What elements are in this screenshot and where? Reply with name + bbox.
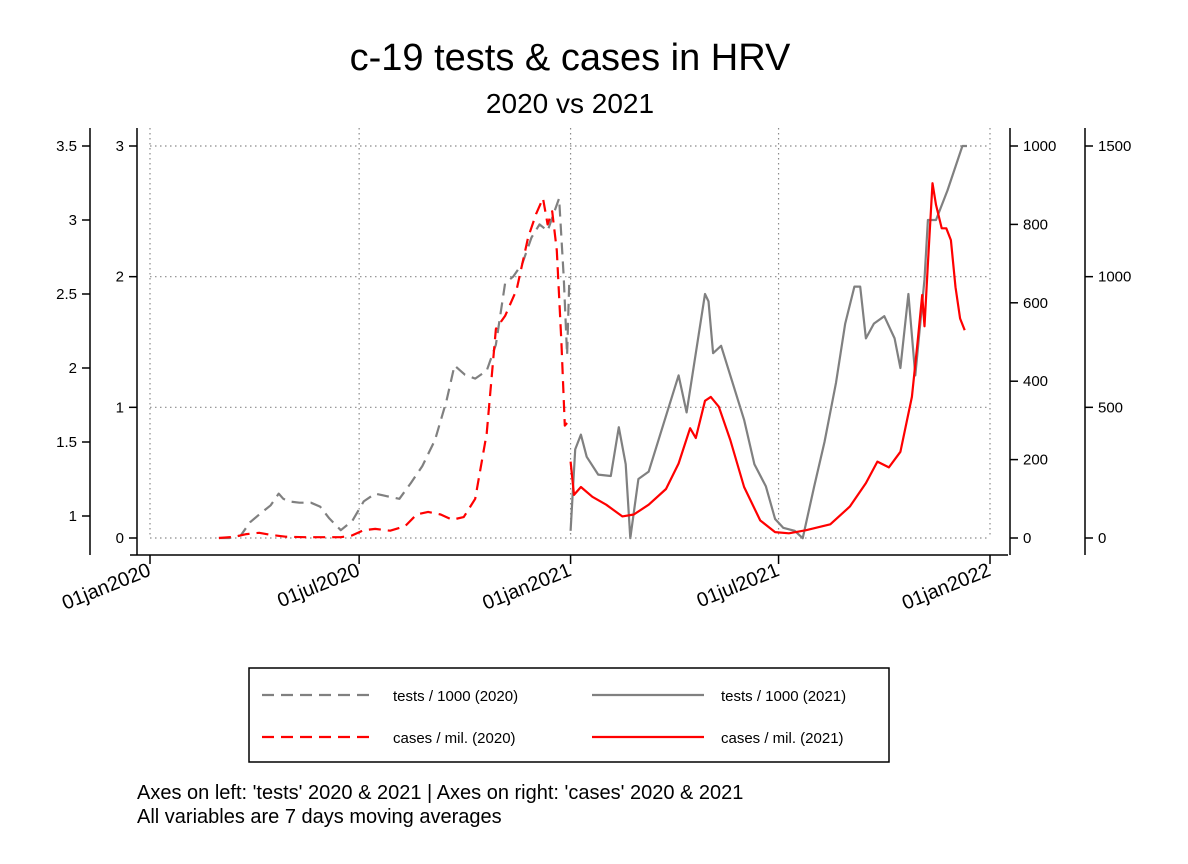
x-axis-tick-label: 01jan2021 xyxy=(480,559,575,614)
series-line-4 xyxy=(569,182,966,535)
x-axis-tick-label: 01jan2022 xyxy=(899,559,994,614)
x-axis-tick-label: 01jan2020 xyxy=(59,559,154,614)
series-line-2 xyxy=(569,144,967,540)
axis-tick-label-l1: 1 xyxy=(69,508,77,525)
legend-box xyxy=(248,667,890,763)
legend-label-cases-2020: cases / mil. (2020) xyxy=(393,730,516,747)
axes: 1 1.5 2 2.5 3 3.5 0 1 2 3 0 200 400 600 800 1000 0 500 100… xyxy=(56,128,1131,615)
series-line-1 xyxy=(218,197,571,540)
axis-tick-label-l1: 2.5 xyxy=(56,286,77,303)
axis-tick-label-r2: 0 xyxy=(1098,530,1106,547)
axis-tick-label-r1: 1000 xyxy=(1023,138,1056,155)
legend-label-tests-2021: tests / 1000 (2021) xyxy=(721,688,846,705)
series-layer xyxy=(218,144,967,540)
series-line-3 xyxy=(218,197,568,540)
axis-tick-label-l1: 3 xyxy=(69,212,77,229)
axis-tick-label-r1: 400 xyxy=(1023,373,1048,390)
axis-tick-label-l1: 1.5 xyxy=(56,434,77,451)
axis-tick-label-r1: 200 xyxy=(1023,452,1048,469)
axis-tick-label-r2: 500 xyxy=(1098,399,1123,416)
axis-tick-label-l2: 2 xyxy=(116,269,124,286)
note-axes: Axes on left: 'tests' 2020 & 2021 | Axes… xyxy=(137,782,743,804)
note-moving-average: All variables are 7 days moving averages xyxy=(137,806,502,828)
axis-tick-label-l2: 0 xyxy=(116,530,124,547)
axis-tick-label-l1: 2 xyxy=(69,360,77,377)
chart-title: c-19 tests & cases in HRV xyxy=(350,37,791,79)
axis-tick-label-r1: 800 xyxy=(1023,216,1048,233)
x-axis-tick-label: 01jul2020 xyxy=(274,559,363,612)
axis-tick-label-l2: 1 xyxy=(116,399,124,416)
axis-tick-label-l1: 3.5 xyxy=(56,138,77,155)
axis-tick-label-r1: 600 xyxy=(1023,295,1048,312)
axis-tick-label-r2: 1500 xyxy=(1098,138,1131,155)
x-axis-tick-label: 01jul2021 xyxy=(694,559,783,612)
legend: tests / 1000 (2020) tests / 1000 (2021) … xyxy=(248,667,890,763)
legend-label-cases-2021: cases / mil. (2021) xyxy=(721,730,844,747)
legend-label-tests-2020: tests / 1000 (2020) xyxy=(393,688,518,705)
axis-tick-label-r1: 0 xyxy=(1023,530,1031,547)
axis-tick-label-r2: 1000 xyxy=(1098,269,1131,286)
grid xyxy=(149,128,991,539)
axis-tick-label-l2: 3 xyxy=(116,138,124,155)
chart-subtitle: 2020 vs 2021 xyxy=(486,88,654,119)
